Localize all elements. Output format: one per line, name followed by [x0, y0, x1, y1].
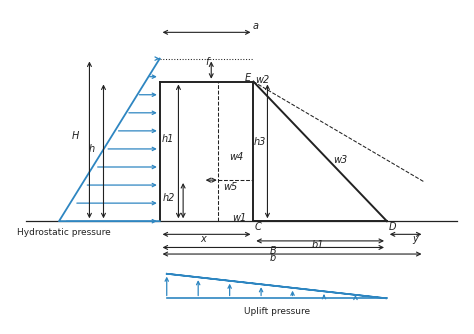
Text: E: E — [244, 73, 250, 83]
Text: h2: h2 — [163, 193, 175, 203]
Text: b1: b1 — [311, 240, 324, 250]
Text: B: B — [270, 246, 276, 257]
Text: Hydrostatic pressure: Hydrostatic pressure — [17, 228, 110, 237]
Text: D: D — [389, 222, 396, 232]
Text: Uplift pressure: Uplift pressure — [244, 307, 310, 316]
Text: b: b — [270, 253, 276, 263]
Text: a: a — [253, 21, 259, 31]
Text: w3: w3 — [333, 155, 347, 165]
Text: H: H — [72, 131, 79, 141]
Text: h3: h3 — [253, 137, 265, 147]
Text: C: C — [255, 222, 262, 232]
Text: h: h — [89, 144, 95, 154]
Text: f: f — [205, 57, 208, 67]
Text: w2: w2 — [255, 75, 269, 85]
Text: x: x — [201, 234, 206, 244]
Text: w1: w1 — [232, 213, 246, 223]
Text: y: y — [412, 234, 418, 244]
Text: w5: w5 — [223, 182, 237, 192]
Text: w4: w4 — [229, 152, 243, 162]
Text: h1: h1 — [162, 134, 174, 144]
